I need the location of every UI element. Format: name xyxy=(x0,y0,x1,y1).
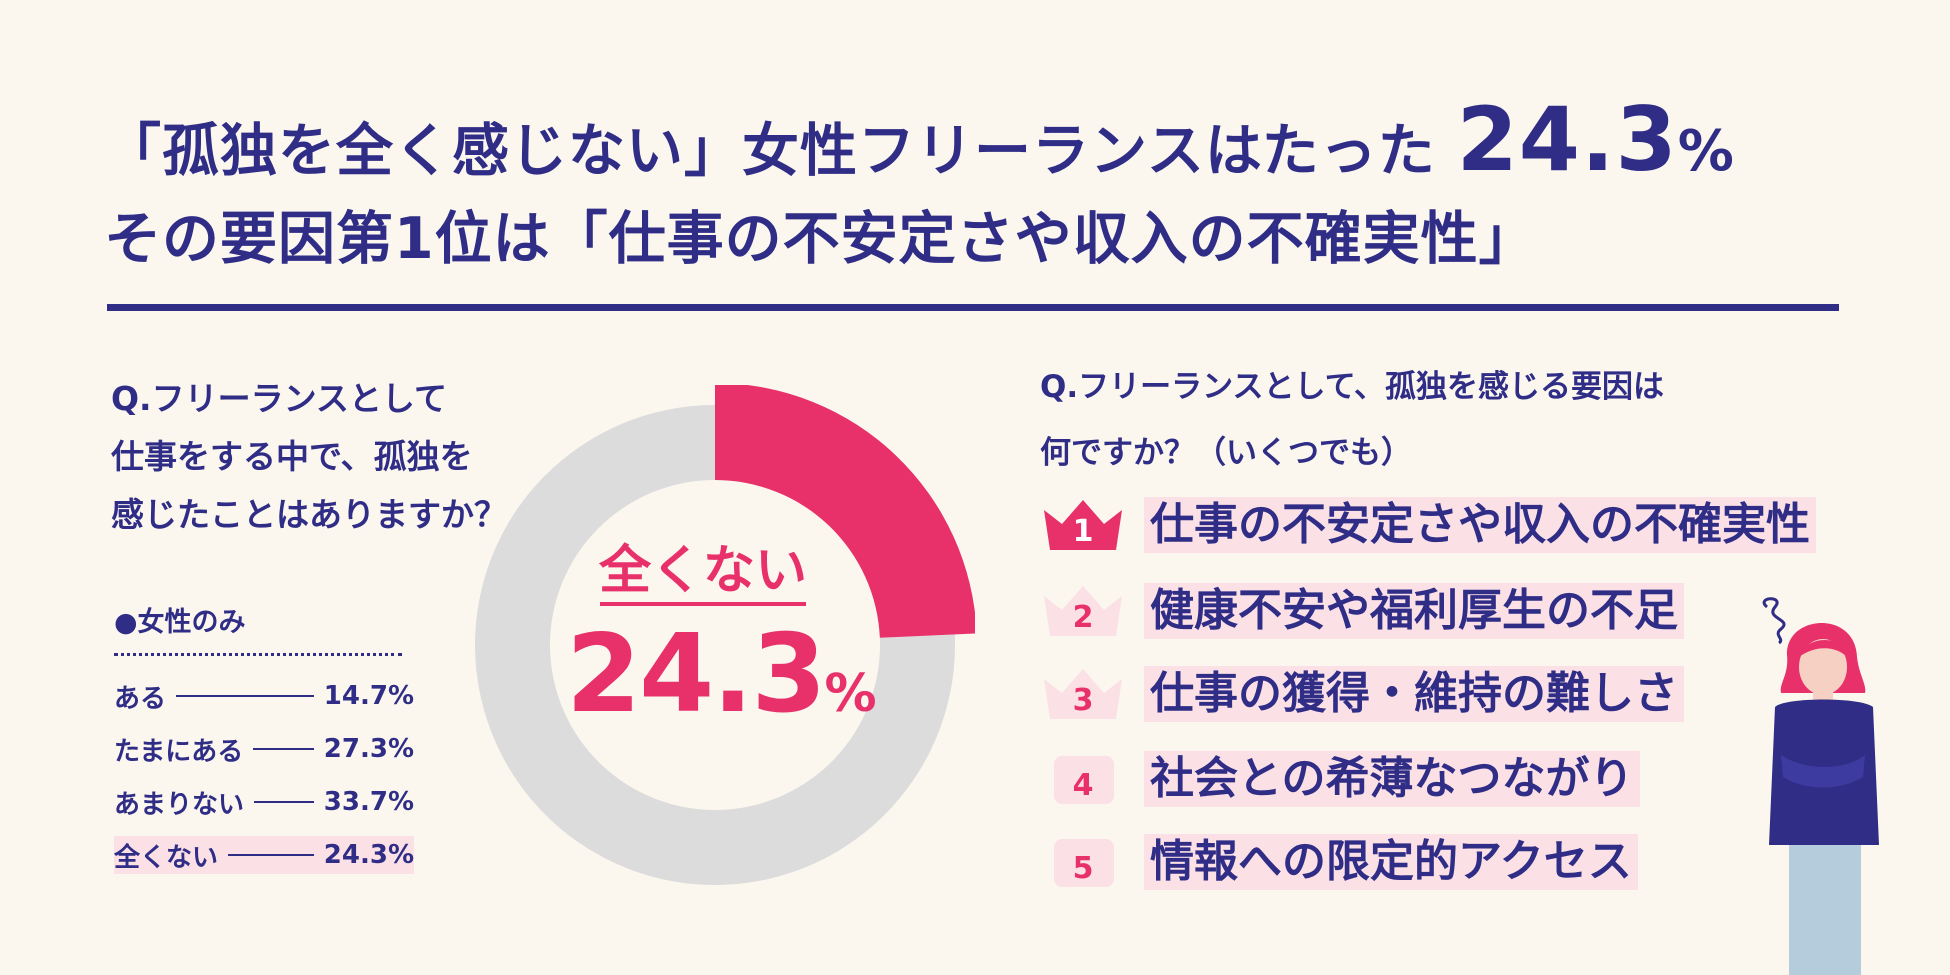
question-left: Q.フリーランスとして 仕事をする中で、孤独を 感じたことはありますか？ xyxy=(111,370,507,544)
legend-heading: ●女性のみ xyxy=(114,607,246,638)
crown-icon: 3 xyxy=(1040,663,1126,725)
legend-leader xyxy=(253,748,314,750)
ranking-item: 5 情報への限定的アクセス xyxy=(1040,831,1638,893)
headline-line2: その要因第1位は「仕事の不安定さや収入の不確実性」 xyxy=(104,206,1537,272)
rank-number: 5 xyxy=(1072,851,1094,886)
question-right-line1: Q.フリーランスとして、孤独を感じる要因は xyxy=(1040,369,1665,405)
legend-leader xyxy=(176,695,314,697)
ranking-label: 情報への限定的アクセス xyxy=(1144,834,1638,890)
divider xyxy=(107,304,1839,311)
rank-number: 2 xyxy=(1072,600,1094,635)
rank-number: 4 xyxy=(1072,768,1094,803)
ranking-label: 仕事の獲得・維持の難しさ xyxy=(1144,666,1684,722)
headline-unit: % xyxy=(1677,119,1735,184)
crown-icon: 1 xyxy=(1040,494,1126,556)
legend-row: ある 14.7% xyxy=(114,677,414,715)
legend-label: 全くない xyxy=(114,842,219,873)
legend-value: 33.7% xyxy=(323,787,414,817)
donut-center-unit: % xyxy=(824,664,876,724)
legend-value: 27.3% xyxy=(323,734,414,764)
ranking-item: 3 仕事の獲得・維持の難しさ xyxy=(1040,663,1684,725)
woman-illustration xyxy=(1762,597,1879,975)
ranking-item: 4 社会との希薄なつながり xyxy=(1040,748,1640,810)
headline-number: 24.3 xyxy=(1456,88,1678,191)
rank-badge-icon: 5 xyxy=(1040,831,1126,893)
ranking-item: 1 仕事の不安定さや収入の不確実性 xyxy=(1040,494,1816,556)
legend-row-highlighted: 全くない 24.3% xyxy=(114,836,414,874)
headline-line1-text: 「孤独を全く感じない」女性フリーランスはたった xyxy=(104,118,1436,184)
ranking-label: 仕事の不安定さや収入の不確実性 xyxy=(1144,497,1816,553)
legend-label: たまにある xyxy=(114,736,244,767)
legend-row: たまにある 27.3% xyxy=(114,730,414,768)
legend-value: 24.3% xyxy=(323,840,414,870)
headline-line1: 「孤独を全く感じない」女性フリーランスはたった 24.3% xyxy=(104,88,1735,191)
legend-divider xyxy=(114,653,402,656)
ranking-label: 健康不安や福利厚生の不足 xyxy=(1144,583,1684,639)
confused-swirl-icon xyxy=(1762,597,1786,645)
donut-center-number: 24.3 xyxy=(566,612,826,737)
question-left-line2: 仕事をする中で、孤独を xyxy=(111,437,473,476)
legend-label: ある xyxy=(114,683,167,714)
donut-slice-highlighted xyxy=(715,385,975,638)
rank-badge-icon: 4 xyxy=(1040,748,1126,810)
legend-value: 14.7% xyxy=(323,681,414,711)
question-right-line2: 何ですか？（いくつでも） xyxy=(1040,435,1412,471)
legend-leader xyxy=(254,801,314,803)
legend-leader xyxy=(228,854,314,856)
question-left-line1: Q.フリーランスとして xyxy=(111,379,447,418)
donut-chart xyxy=(475,385,975,885)
question-right: Q.フリーランスとして、孤独を感じる要因は 何ですか？（いくつでも） xyxy=(1040,354,1664,486)
legend-label: あまりない xyxy=(114,789,245,820)
question-left-line3: 感じたことはありますか？ xyxy=(111,495,507,534)
crown-icon: 2 xyxy=(1040,580,1126,642)
ranking-item: 2 健康不安や福利厚生の不足 xyxy=(1040,580,1684,642)
donut-center-label: 全くない xyxy=(598,541,807,601)
donut-center-underline xyxy=(600,602,806,606)
rank-number: 3 xyxy=(1072,683,1094,718)
legend-row: あまりない 33.7% xyxy=(114,783,414,821)
rank-number: 1 xyxy=(1072,514,1094,549)
donut-slice-other xyxy=(475,405,955,885)
donut-center-value: 24.3% xyxy=(566,612,877,737)
ranking-label: 社会との希薄なつながり xyxy=(1144,751,1640,807)
